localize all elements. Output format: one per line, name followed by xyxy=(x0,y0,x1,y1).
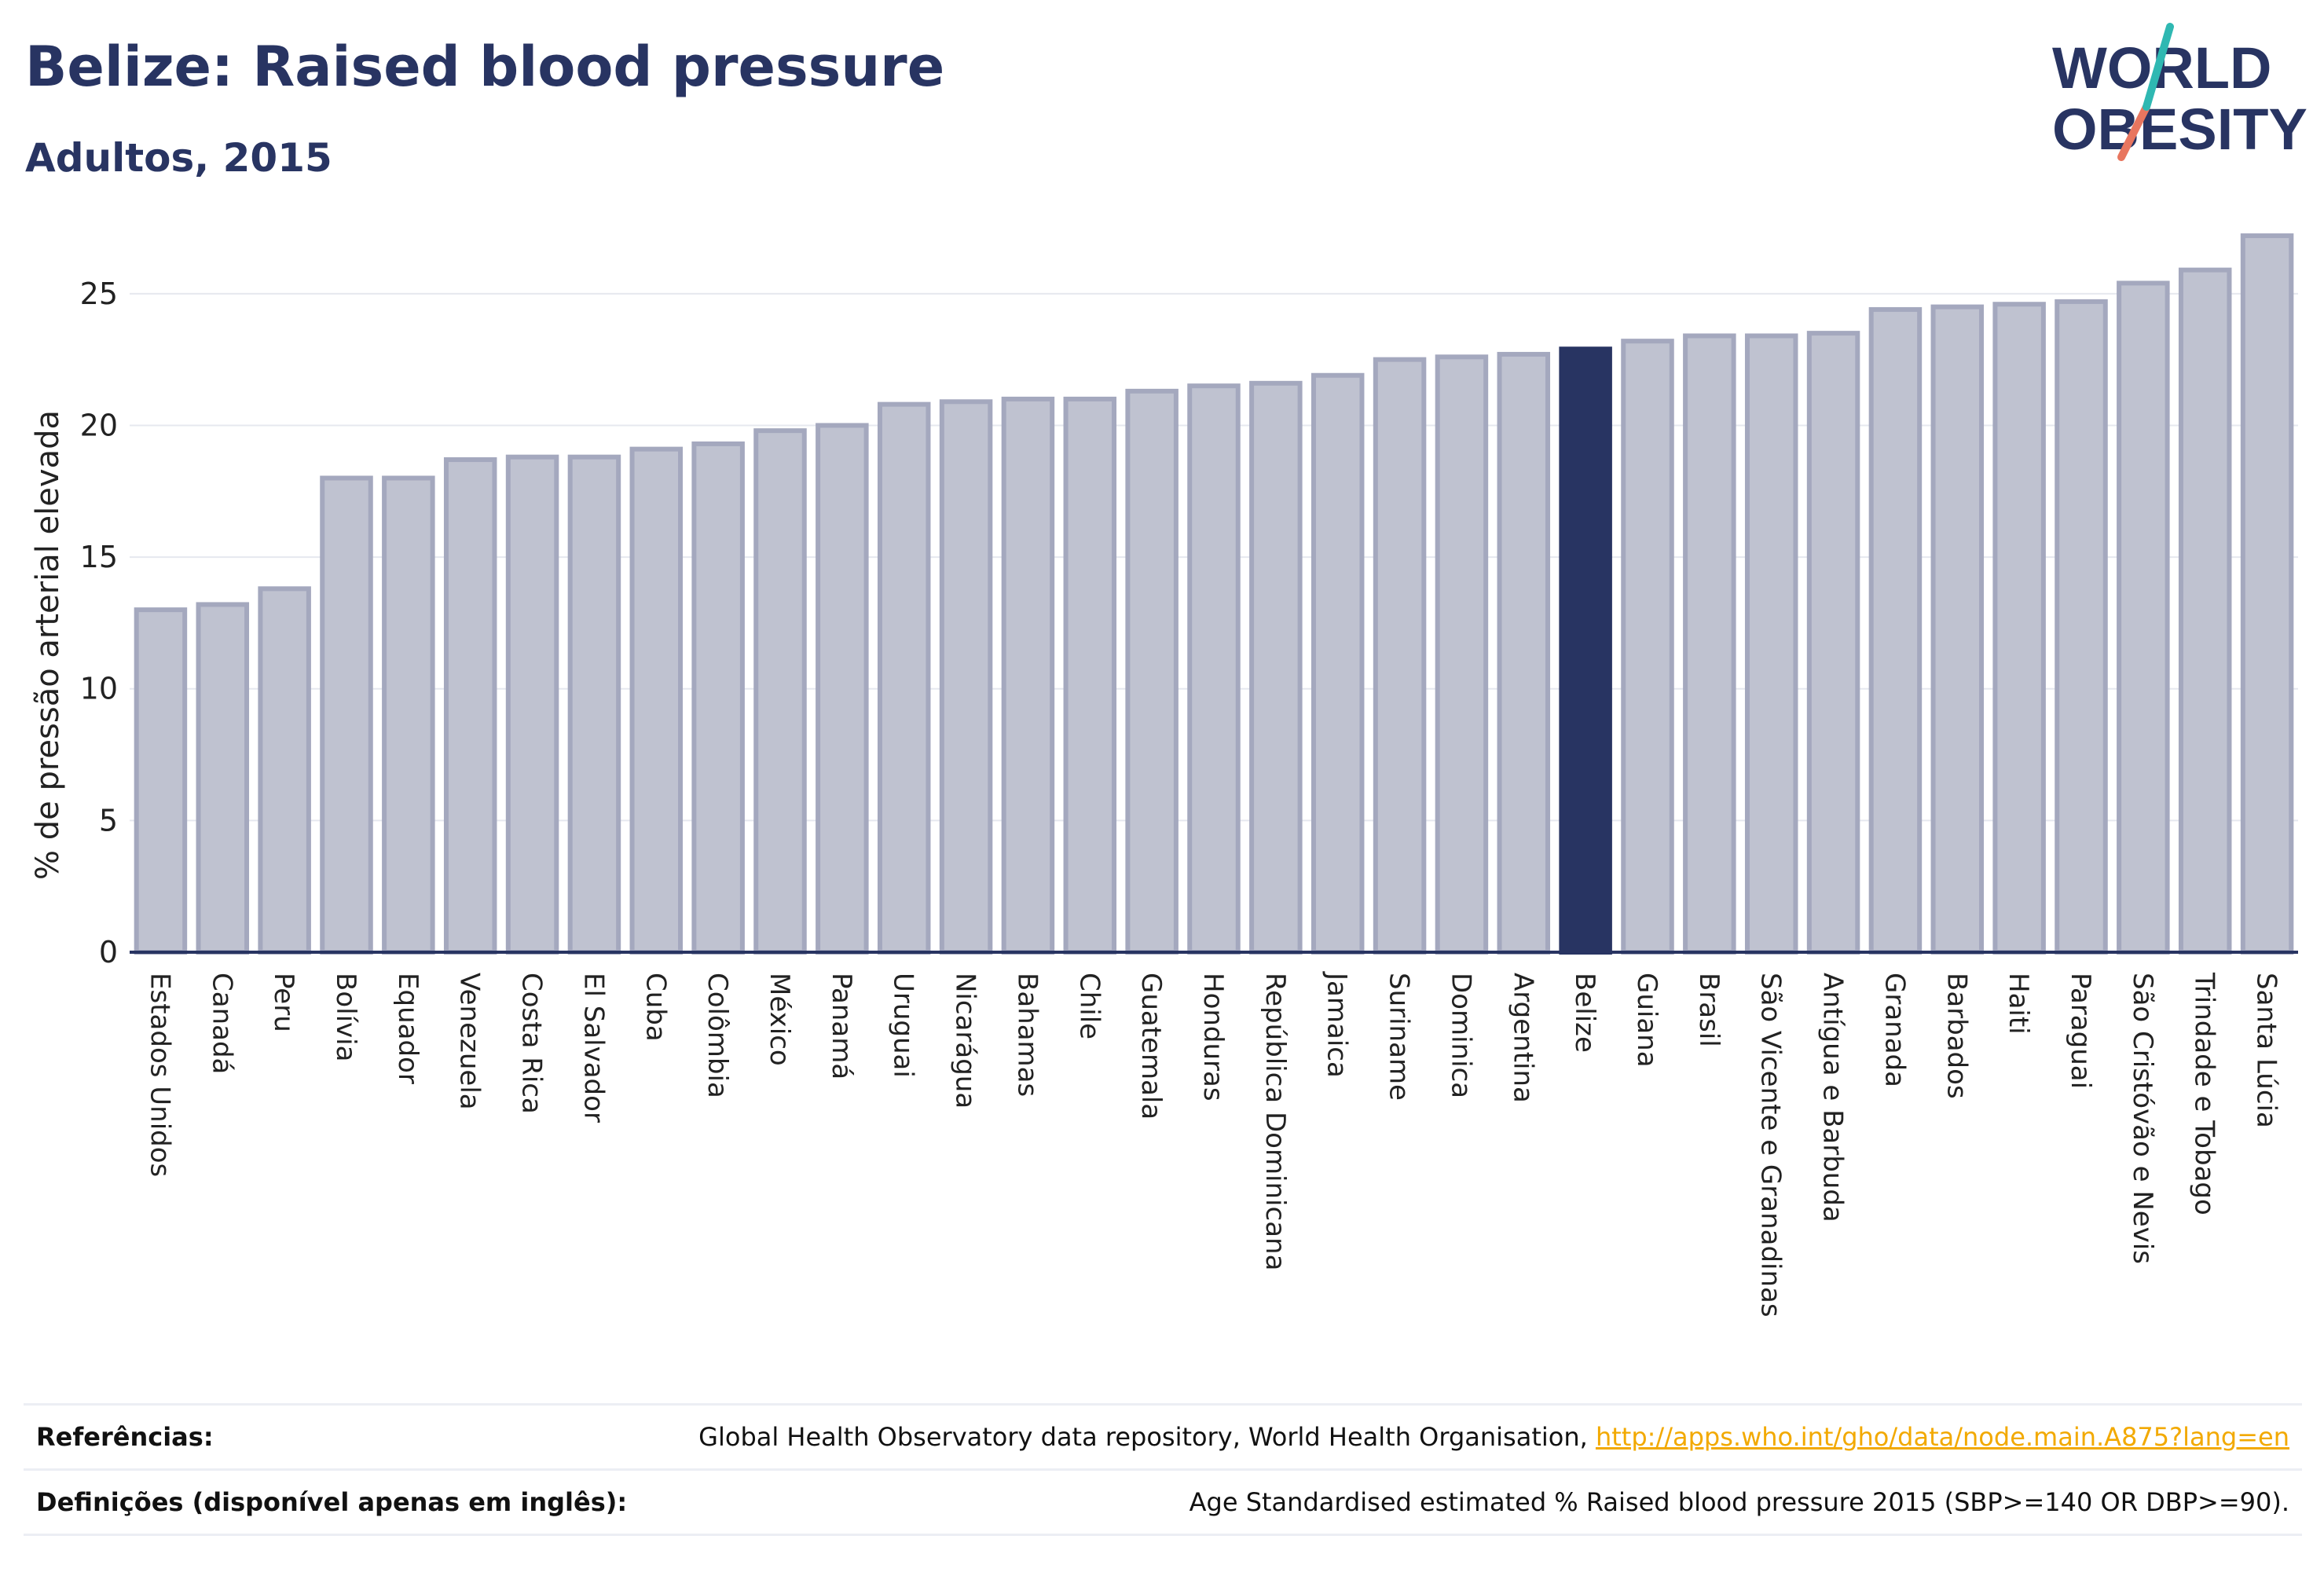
x-tick-label: Estados Unidos xyxy=(144,973,175,1177)
bar-uruguai[interactable] xyxy=(877,401,931,955)
chart-subtitle: Adultos, 2015 xyxy=(25,135,332,181)
x-tick-label: Brasil xyxy=(1693,973,1725,1047)
bar-honduras[interactable] xyxy=(1187,383,1241,955)
bar-bolivia[interactable] xyxy=(320,475,373,955)
bar-equador[interactable] xyxy=(382,475,435,955)
y-tick-label: 25 xyxy=(80,277,118,311)
x-tick-label: Paraguai xyxy=(2065,973,2096,1089)
bar-nicaragua[interactable] xyxy=(939,399,993,955)
x-tick-label: Bolívia xyxy=(330,973,361,1061)
bar-argentina[interactable] xyxy=(1497,351,1551,955)
logo-slash-coral xyxy=(2117,103,2150,161)
footer: Referências: Global Health Observatory d… xyxy=(24,1403,2302,1536)
world-obesity-logo: WORLD OBESITY xyxy=(2052,23,2308,162)
bar-antigua-e-barbuda[interactable] xyxy=(1806,331,1860,955)
y-tick-label: 5 xyxy=(99,803,118,837)
x-tick-label: Suriname xyxy=(1384,973,1415,1101)
logo-slash-teal xyxy=(2143,23,2174,111)
x-tick-labels: Estados Unidos Canadá Peru Bolívia Equador Ve… xyxy=(144,971,2282,1318)
bar-venezuela[interactable] xyxy=(443,457,497,955)
x-tick-label: São Vicente e Granadinas xyxy=(1755,973,1787,1318)
x-tick-label: México xyxy=(764,973,795,1066)
x-tick-label: Panamá xyxy=(826,973,857,1079)
chart-title: Belize: Raised blood pressure xyxy=(25,35,945,99)
bar-estados-unidos[interactable] xyxy=(134,607,188,955)
x-tick-label: Haiti xyxy=(2003,973,2034,1035)
x-tick-label: Jamaica xyxy=(1321,971,1353,1078)
x-tick-label: Belize xyxy=(1569,973,1600,1053)
bar-belize[interactable] xyxy=(1559,346,1612,955)
x-tick-label: Dominica xyxy=(1445,973,1476,1098)
bars xyxy=(134,233,2294,955)
y-tick-label: 0 xyxy=(99,935,118,969)
x-tick-label: Canadá xyxy=(206,973,237,1074)
x-tick-label: Peru xyxy=(268,973,299,1032)
references-text: Global Health Observatory data repositor… xyxy=(698,1422,1596,1452)
y-tick-label: 15 xyxy=(80,540,118,574)
x-tick-label: Barbados xyxy=(1941,973,1972,1099)
x-tick-label: Uruguai xyxy=(888,973,919,1078)
x-tick-label: Colômbia xyxy=(702,973,733,1098)
bar-republica-dominicana[interactable] xyxy=(1249,380,1303,955)
bar-dominica[interactable] xyxy=(1435,354,1489,955)
x-tick-label: República Dominicana xyxy=(1259,973,1291,1270)
x-tick-label: Cuba xyxy=(640,973,671,1042)
x-tick-label: Guiana xyxy=(1631,973,1662,1068)
bar-trindade-e-tobago[interactable] xyxy=(2178,267,2232,955)
definitions-value: Age Standardised estimated % Raised bloo… xyxy=(1189,1487,2289,1517)
y-tick-label: 10 xyxy=(80,672,118,706)
x-tick-label: Venezuela xyxy=(454,973,486,1110)
footer-definitions-row: Definições (disponível apenas em inglês)… xyxy=(24,1468,2302,1536)
x-tick-label: São Cristóvão e Nevis xyxy=(2127,973,2158,1264)
bar-guatemala[interactable] xyxy=(1125,388,1178,955)
x-tick-label: Bahamas xyxy=(1011,973,1043,1097)
bar-sao-vicente-e-granadinas[interactable] xyxy=(1744,333,1798,955)
bar-santa-lucia[interactable] xyxy=(2240,233,2294,955)
bar-costa-rica[interactable] xyxy=(505,454,559,955)
bar-mexico[interactable] xyxy=(753,428,807,955)
bar-canada[interactable] xyxy=(196,602,250,955)
bar-brasil[interactable] xyxy=(1683,333,1736,955)
x-tick-label: Nicarágua xyxy=(950,973,981,1109)
logo-line-2: OBESITY xyxy=(2052,97,2308,162)
bar-paraguai[interactable] xyxy=(2055,299,2108,955)
y-axis-label: % de pressão arterial elevada xyxy=(30,410,66,880)
x-tick-label: Antígua e Barbuda xyxy=(1817,973,1849,1222)
bar-cuba[interactable] xyxy=(629,446,684,955)
grid-lines xyxy=(130,292,2298,822)
bar-haiti[interactable] xyxy=(1992,302,2046,955)
bar-colombia[interactable] xyxy=(691,441,745,955)
bar-granada[interactable] xyxy=(1868,306,1923,955)
bar-chile[interactable] xyxy=(1063,396,1117,955)
y-tick-labels: 0 5 10 15 20 25 xyxy=(80,277,118,969)
bar-el-salvador[interactable] xyxy=(567,454,621,955)
x-tick-label: Trindade e Tobago xyxy=(2189,972,2220,1215)
x-tick-label: El Salvador xyxy=(577,973,609,1123)
bar-guiana[interactable] xyxy=(1621,339,1674,955)
x-tick-label: Argentina xyxy=(1507,973,1538,1103)
x-tick-label: Granada xyxy=(1879,973,1910,1087)
x-tick-label: Equador xyxy=(392,973,423,1084)
references-label: Referências: xyxy=(36,1422,214,1452)
bar-panama[interactable] xyxy=(816,423,869,955)
x-tick-label: Costa Rica xyxy=(516,973,548,1114)
y-tick-label: 20 xyxy=(80,408,118,442)
references-link[interactable]: http://apps.who.int/gho/data/node.main.A… xyxy=(1595,1422,2289,1452)
bar-sao-cristovao-e-nevis[interactable] xyxy=(2117,280,2170,955)
definitions-label: Definições (disponível apenas em inglês)… xyxy=(36,1487,628,1517)
footer-references-row: Referências: Global Health Observatory d… xyxy=(24,1403,2302,1468)
references-value: Global Health Observatory data repositor… xyxy=(698,1422,2302,1452)
x-tick-label: Santa Lúcia xyxy=(2251,973,2282,1128)
x-tick-label: Chile xyxy=(1073,973,1105,1039)
x-tick-label: Honduras xyxy=(1197,973,1229,1101)
bar-peru[interactable] xyxy=(258,586,311,955)
x-tick-label: Guatemala xyxy=(1135,973,1167,1120)
bar-suriname[interactable] xyxy=(1373,357,1427,955)
bar-bahamas[interactable] xyxy=(1001,396,1055,955)
bar-jamaica[interactable] xyxy=(1310,372,1365,955)
bar-barbados[interactable] xyxy=(1930,304,1985,955)
